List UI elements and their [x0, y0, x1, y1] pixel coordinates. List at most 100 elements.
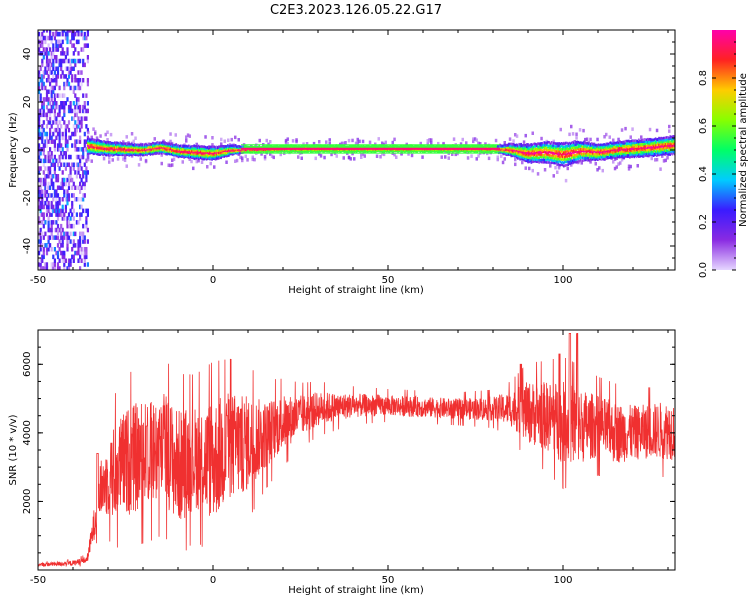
spectrogram-cell [521, 153, 524, 156]
spectrogram-cell [136, 148, 138, 152]
spectrogram-cell [378, 148, 380, 152]
spectrogram-cell [82, 208, 85, 214]
spectrogram-cell [45, 47, 49, 52]
spectrogram-cell [121, 149, 124, 153]
spectrogram-cell [220, 145, 222, 148]
spectrogram-cell [55, 158, 58, 164]
spectrogram-cell [99, 153, 101, 156]
spectrogram-cell [137, 145, 139, 148]
spectrogram-cell [415, 144, 417, 148]
spectrogram-cell [452, 149, 454, 153]
spectrogram-cell [42, 74, 45, 79]
spectrogram-cell [295, 139, 298, 144]
spectrogram-cell [257, 146, 259, 149]
spectrogram-cell [230, 149, 232, 152]
spectrogram-cell [53, 162, 56, 167]
spectrogram-cell [539, 150, 542, 154]
spectrogram-cell [71, 58, 74, 64]
spectrogram-cell [50, 85, 53, 91]
spectrogram-cell [67, 235, 71, 240]
spectrogram-cell [53, 227, 56, 233]
spectrogram-cell [55, 120, 58, 125]
spectrogram-cell [101, 144, 104, 148]
spectrogram-cell [58, 58, 61, 64]
spectrogram-cell [56, 177, 60, 183]
spectrogram-cell [80, 120, 83, 125]
spectrogram-cell [183, 148, 185, 151]
spectrogram-cell [85, 247, 88, 252]
spectrogram-cell [238, 145, 240, 148]
spectrogram-cell [56, 143, 60, 148]
spectrogram-cell [50, 220, 53, 225]
spectrogram-cell [134, 149, 136, 152]
spectrogram-cell [44, 47, 47, 52]
spectrogram-cell [263, 157, 267, 161]
spectrogram-cell [50, 139, 53, 144]
spectrogram-cell [540, 155, 543, 159]
spectrogram-cell [530, 145, 533, 148]
spectrogram-cell [127, 145, 129, 149]
spectrogram-cell [584, 137, 587, 142]
spectrogram-cell [41, 58, 44, 64]
spectrogram-cell [535, 160, 537, 163]
spectrogram-cell [134, 145, 136, 149]
spectrogram-cell [139, 143, 142, 147]
spectrogram-cell [317, 146, 320, 149]
spectrogram-cell [518, 142, 520, 146]
spectrogram-cell [175, 153, 178, 157]
spectrogram-cell [265, 138, 268, 143]
spectrogram-cell [295, 145, 297, 148]
spectrogram-cell [122, 143, 125, 147]
spectrogram-cell [45, 35, 49, 41]
spectrogram-cell [321, 145, 323, 148]
spectrogram-cell [64, 66, 67, 71]
spectrogram-cell [538, 156, 540, 160]
spectrogram-cell [140, 143, 143, 147]
spectrogram-cell [49, 227, 52, 233]
spectrogram-cell [106, 153, 108, 157]
spectrogram-cell [343, 145, 346, 149]
spectrogram-cell [50, 193, 53, 198]
spectrogram-cell [430, 141, 433, 145]
spectrogram-cell [77, 31, 80, 37]
spectrogram-cell [537, 160, 539, 164]
spectrogram-cell [74, 108, 77, 114]
spectrogram-cell [509, 144, 511, 148]
spectrogram-cell [67, 212, 71, 217]
spectrogram-cell [74, 31, 77, 37]
spectrogram-cell [41, 204, 44, 210]
spectrogram-cell [38, 158, 41, 164]
spectrogram-cell [209, 155, 211, 158]
spectrogram-cell [98, 149, 100, 152]
spectrogram-cell [50, 108, 53, 114]
spectrogram-cell [38, 31, 41, 37]
spectrogram-cell [202, 151, 204, 155]
spectrogram-cell [77, 220, 80, 225]
spectrogram-cell [229, 144, 231, 148]
spectrogram-cell [67, 58, 71, 64]
spectrogram-cell [124, 144, 126, 147]
spectrogram-cell [41, 124, 44, 129]
spectrogram-cell [103, 140, 106, 143]
spectrogram-cell [175, 143, 178, 146]
spectrogram-cell [102, 140, 105, 143]
spectrogram-cell [67, 127, 71, 133]
spectrogram-cell [85, 170, 88, 175]
spectrogram-cell [137, 148, 139, 152]
spectrogram-cell [83, 250, 86, 256]
spectrogram-cell [80, 116, 83, 121]
spectrogram-cell [60, 143, 63, 148]
spectrogram-cell [365, 144, 368, 148]
spectrogram-cell [290, 149, 293, 152]
spectrogram-cell [437, 141, 440, 146]
spectrogram-cell [513, 147, 516, 150]
spectrogram-cell [393, 144, 396, 147]
spectrogram-cell [183, 146, 185, 150]
spectrogram-cell [58, 166, 61, 171]
spectrogram-cell [379, 155, 382, 159]
spectrogram-cell [168, 144, 171, 148]
spectrogram-cell [61, 131, 64, 137]
spectrogram-cell [414, 145, 416, 148]
spectrogram-cell [180, 144, 182, 148]
spectrogram-cell [201, 145, 203, 148]
